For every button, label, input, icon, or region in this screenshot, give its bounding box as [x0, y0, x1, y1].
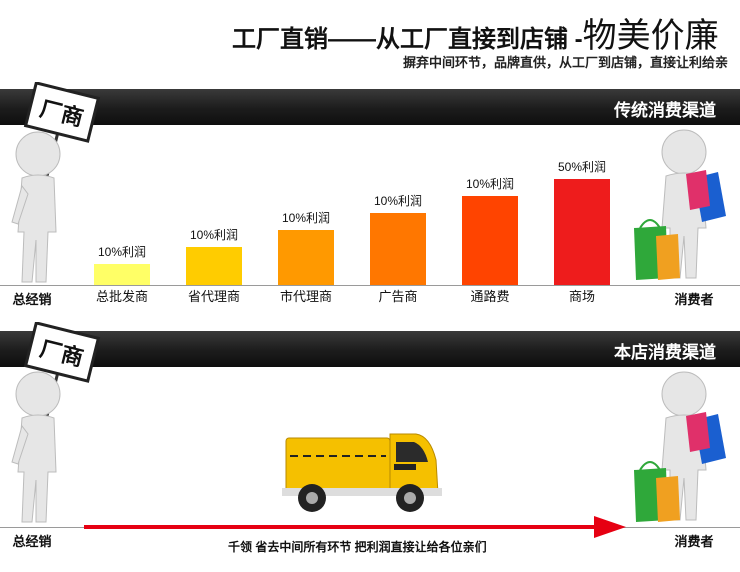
bar-data-label-3: 10%利润 — [282, 211, 330, 225]
title-emphasis: 物美价廉 — [582, 17, 719, 55]
direct-channel-note: 千领 省去中间所有环节 把利润直接让给各位亲们 — [228, 540, 487, 554]
category-label-1: 总批发商 — [96, 289, 148, 304]
title-main: 工厂直销——从工厂直接到店铺 - — [232, 26, 583, 53]
direct-start-label: 总经销 — [12, 534, 52, 549]
start-label: 总经销 — [12, 292, 52, 307]
shopping-bag-icon — [634, 170, 726, 280]
category-label-3: 市代理商 — [280, 289, 332, 304]
person-figure-icon — [11, 131, 61, 283]
category-label-5: 通路费 — [470, 289, 509, 304]
category-label-6: 商场 — [569, 289, 595, 304]
bar-2 — [186, 247, 242, 285]
bar-6 — [554, 179, 610, 285]
bar-3 — [278, 230, 334, 285]
manufacturer-figure-top: 厂商 — [11, 82, 101, 283]
bar-1 — [94, 264, 150, 285]
bar-data-label-5: 10%利润 — [466, 177, 514, 191]
traditional-banner-title: 传统消费渠道 — [614, 101, 716, 120]
direct-end-label: 消费者 — [674, 534, 714, 549]
shopping-bag-icon — [634, 412, 726, 522]
page-subtitle: 摒弃中间环节，品牌直供，从工厂到店铺，直接让利给亲 — [402, 55, 728, 70]
manufacturer-figure-bottom: 厂商 — [11, 322, 101, 523]
bar-5 — [462, 196, 518, 285]
bar-data-label-4: 10%利润 — [374, 194, 422, 208]
bar-4 — [370, 213, 426, 285]
store-banner-title: 本店消费渠道 — [614, 343, 716, 362]
consumer-figure-bottom — [634, 371, 726, 522]
consumer-figure-top — [634, 129, 726, 280]
store-banner: 本店消费渠道 — [0, 331, 740, 367]
direct-arrow-icon — [84, 516, 626, 538]
bar-data-label-1: 10%利润 — [98, 245, 146, 259]
bar-data-label-6: 50%利润 — [558, 160, 606, 174]
chart-baseline — [0, 285, 740, 286]
person-figure-icon — [11, 371, 61, 523]
category-label-2: 省代理商 — [188, 289, 240, 304]
end-label: 消费者 — [674, 292, 714, 307]
page-title: 工厂直销——从工厂直接到店铺 -物美价廉 — [232, 8, 719, 57]
delivery-truck-icon — [282, 433, 442, 512]
traditional-banner: 传统消费渠道 — [0, 89, 740, 125]
category-label-4: 广告商 — [378, 289, 417, 304]
bar-data-label-2: 10%利润 — [190, 228, 238, 242]
